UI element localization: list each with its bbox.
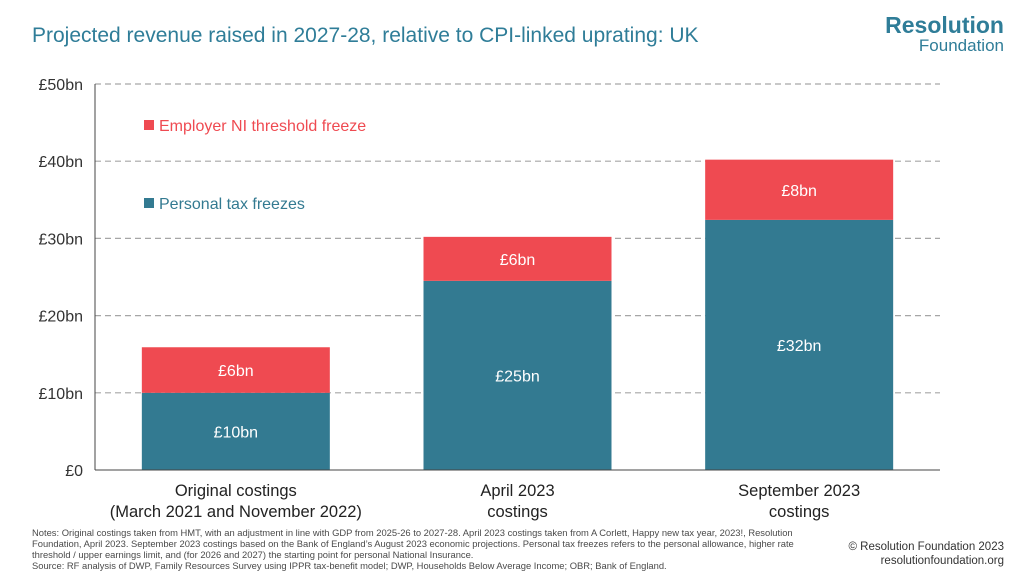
bar-value-label: £6bn [500, 252, 536, 269]
x-category-label: costings [769, 503, 830, 521]
bar-segment [705, 159, 894, 220]
legend-swatch [144, 120, 154, 130]
x-category-label: April 2023 [480, 482, 554, 500]
chart-title: Projected revenue raised in 2027-28, rel… [32, 24, 699, 47]
stacked-bar-chart: £0 £10bn £20bn £30bn £40bn £50bn £10bn £6bn Orig… [39, 77, 940, 521]
y-tick-label: £0 [65, 463, 83, 480]
legend-label: Personal tax freezes [159, 196, 305, 213]
y-tick-label: £50bn [39, 77, 84, 94]
chart-notes: Notes: Original costings taken from HMT,… [32, 527, 832, 571]
y-tick-label: £20bn [39, 309, 84, 326]
bar-value-label: £10bn [214, 424, 259, 441]
copyright-text: © Resolution Foundation 2023 [848, 541, 1004, 553]
bar-segment [141, 347, 330, 393]
bar-value-label: £32bn [777, 338, 822, 355]
y-tick-label: £30bn [39, 231, 84, 248]
x-category-label: September 2023 [738, 482, 860, 500]
bar-segment [141, 392, 330, 470]
bar-value-label: £25bn [495, 368, 540, 385]
website-text: resolutionfoundation.org [880, 555, 1004, 567]
footer: © Resolution Foundation 2023 resolutionf… [848, 540, 1004, 568]
legend-label: Employer NI threshold freeze [159, 118, 366, 135]
bar-segment [423, 280, 612, 470]
bar-value-label: £6bn [218, 363, 254, 380]
resolution-foundation-logo: Resolution Foundation [885, 12, 1004, 55]
x-category-label: Original costings [175, 482, 297, 500]
x-category-label: (March 2021 and November 2022) [110, 503, 362, 521]
legend-swatch [144, 198, 154, 208]
logo-line-1: Resolution [885, 12, 1004, 38]
logo-line-2: Foundation [918, 36, 1004, 55]
notes-text: Notes: Original costings taken from HMT,… [32, 527, 794, 560]
y-tick-label: £10bn [39, 386, 84, 403]
bar-segment [423, 236, 612, 281]
bar-value-label: £8bn [781, 183, 817, 200]
bar-segment [705, 219, 894, 470]
y-tick-label: £40bn [39, 154, 84, 171]
source-text: Source: RF analysis of DWP, Family Resou… [32, 560, 667, 571]
x-category-label: costings [487, 503, 548, 521]
